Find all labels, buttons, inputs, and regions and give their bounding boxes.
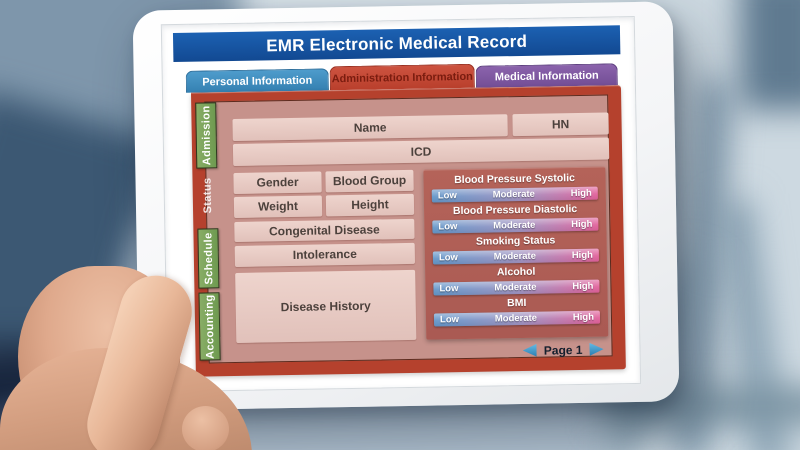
blood-pressure-systolic-slider[interactable]: Low Moderate High [431,186,598,203]
disease-history-field[interactable]: Disease History [235,269,417,343]
alcohol-slider[interactable]: Low Moderate High [433,279,600,296]
sidebar-item-label: Admission [199,105,213,166]
form-panel: Name HN ICD Gender Blood Group Weight He… [204,94,613,364]
congenital-disease-field[interactable]: Congenital Disease [234,218,415,242]
background-blur-shape [740,0,800,110]
page-title: EMR Electronic Medical Record [172,25,621,63]
low-label: Low [438,221,458,233]
icd-field[interactable]: ICD [232,137,610,167]
sidebar-item-label: Schedule [201,232,215,285]
intolerance-field[interactable]: Intolerance [234,242,416,267]
slider-title: BMI [506,296,527,310]
risk-sliders-panel: Blood Pressure Systolic Low Moderate Hig… [423,166,609,340]
sidebar-item-label: Status [200,177,214,214]
moderate-label: Moderate [493,250,537,263]
low-label: Low [439,314,460,326]
tab-personal-information[interactable]: Personal Information [185,68,329,93]
slider-title: Alcohol [496,265,536,279]
moderate-label: Moderate [494,281,537,294]
height-field[interactable]: Height [325,193,415,217]
moderate-label: Moderate [492,188,535,201]
tab-medical-information[interactable]: Medical Information [475,63,618,88]
hn-field[interactable]: HN [512,112,609,137]
blood-pressure-diastolic-slider[interactable]: Low Moderate High [432,217,599,234]
weight-field[interactable]: Weight [233,195,323,219]
sidebar-item-schedule[interactable]: Schedule [197,228,220,289]
slider-title: Smoking Status [475,234,556,248]
sidebar-item-admission[interactable]: Admission [195,102,218,169]
high-label: High [570,187,592,200]
low-label: Low [437,190,457,202]
bmi-slider[interactable]: Low Moderate High [433,310,601,327]
page-next-arrow-icon[interactable] [589,343,603,356]
high-label: High [572,311,595,324]
high-label: High [571,218,593,231]
sidebar-item-status[interactable]: Status [196,172,218,218]
moderate-label: Moderate [493,219,536,232]
high-label: High [571,249,593,262]
sidebar-item-label: Accounting [203,294,217,359]
moderate-label: Moderate [494,312,538,325]
pagination: Page 1 [523,342,604,358]
high-label: High [572,280,594,293]
slider-title: Blood Pressure Diastolic [452,203,578,218]
sidebar-item-accounting[interactable]: Accounting [198,292,221,361]
gender-field[interactable]: Gender [233,171,322,195]
smoking-status-slider[interactable]: Low Moderate High [432,248,600,265]
page-indicator: Page 1 [543,342,583,358]
tablet-screen: EMR Electronic Medical Record Personal I… [160,15,642,393]
slider-title: Blood Pressure Systolic [454,172,576,187]
low-label: Low [439,283,459,295]
administration-content-panel: Admission Status Schedule Accounting Nam… [190,85,626,377]
tab-administration-information[interactable]: Administration Information [329,63,475,91]
page-prev-arrow-icon[interactable] [523,344,537,357]
low-label: Low [438,252,459,264]
name-field[interactable]: Name [232,114,508,142]
tablet-device: EMR Electronic Medical Record Personal I… [132,1,680,411]
background-blur-shape [0,345,160,450]
blood-group-field[interactable]: Blood Group [325,169,414,193]
